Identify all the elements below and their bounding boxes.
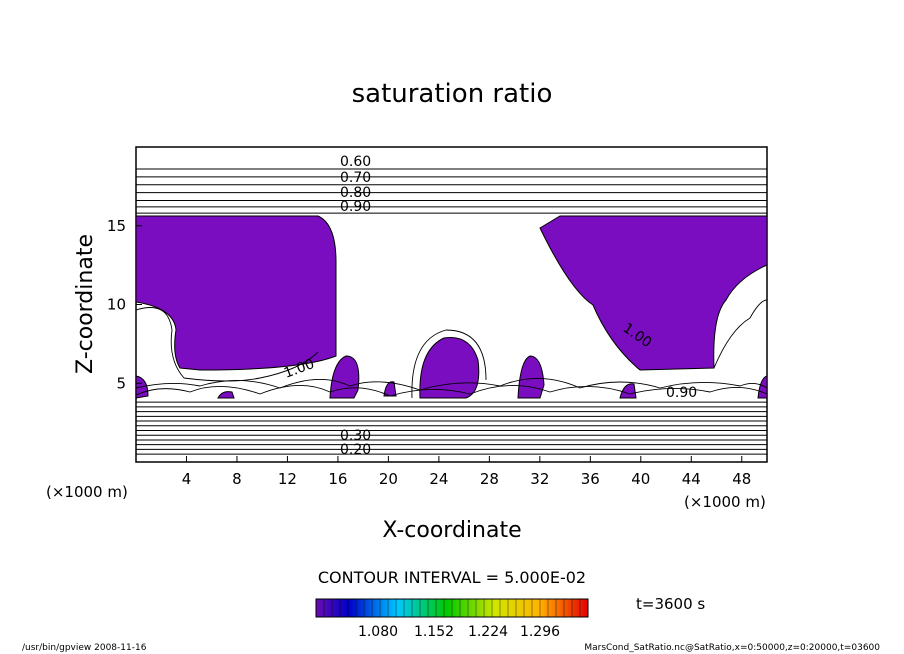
contour-label: 0.20 <box>340 442 371 458</box>
x-tick-label: 8 <box>232 470 242 488</box>
colorbar-dividers <box>323 599 581 617</box>
x-unit-left: (×1000 m) <box>46 483 128 501</box>
contour-label: 0.90 <box>340 199 371 215</box>
shaded-blob-7 <box>217 391 235 399</box>
colorbar-tick: 1.152 <box>414 624 454 640</box>
shaded-blob-31 <box>517 355 545 399</box>
y-tick-label: 15 <box>107 217 126 235</box>
x-tick-label: 44 <box>682 470 701 488</box>
contour-label: 0.60 <box>340 154 371 170</box>
wavy-contours <box>135 299 768 399</box>
x-tick-label: 20 <box>379 470 398 488</box>
x-tick-label: 4 <box>182 470 192 488</box>
shaded-blob-50 <box>757 375 768 399</box>
x-tick-label: 28 <box>480 470 499 488</box>
contour-label: 0.70 <box>340 170 371 186</box>
x-tick-label: 32 <box>530 470 549 488</box>
colorbar-tick: 1.296 <box>520 624 560 640</box>
y-tick-label: 10 <box>107 296 126 314</box>
upper-contour-lines <box>136 168 767 214</box>
shaded-region-right <box>539 215 768 371</box>
contour-label: 0.90 <box>666 385 697 401</box>
shaded-blob-39 <box>619 383 637 399</box>
shaded-regions <box>135 215 768 399</box>
lower-contour-lines <box>136 401 767 455</box>
y-axis-ticks: 5 10 15 <box>107 217 142 392</box>
contour-label: 0.30 <box>340 428 371 444</box>
chart-title: saturation ratio <box>352 79 553 109</box>
contour-interval-text: CONTOUR INTERVAL = 5.000E-02 <box>318 568 586 587</box>
x-tick-label: 16 <box>328 470 347 488</box>
y-tick-label: 5 <box>116 374 126 392</box>
y-axis-label: Z-coordinate <box>73 234 98 374</box>
colorbar-ticks: 1.080 1.152 1.224 1.296 <box>358 624 560 640</box>
x-tick-label: 24 <box>429 470 448 488</box>
time-text: t=3600 s <box>636 595 705 613</box>
x-tick-label: 36 <box>581 470 600 488</box>
x-tick-label: 12 <box>278 470 297 488</box>
x-axis-label: X-coordinate <box>382 518 521 543</box>
x-tick-label: 48 <box>732 470 751 488</box>
x-tick-label: 40 <box>631 470 650 488</box>
x-axis-ticks: 4 8 12 16 20 24 28 32 36 40 44 48 <box>182 456 751 488</box>
shaded-region-left <box>135 215 337 371</box>
x-unit-right: (×1000 m) <box>684 493 766 511</box>
colorbar-tick: 1.224 <box>468 624 508 640</box>
shaded-blob-20 <box>383 381 397 397</box>
contour-label: 0.80 <box>340 185 371 201</box>
footer-right: MarsCond_SatRatio.nc@SatRatio,x=0:50000,… <box>584 643 880 653</box>
footer-left: /usr/bin/gpview 2008-11-16 <box>22 643 147 653</box>
colorbar-tick: 1.080 <box>358 624 398 640</box>
